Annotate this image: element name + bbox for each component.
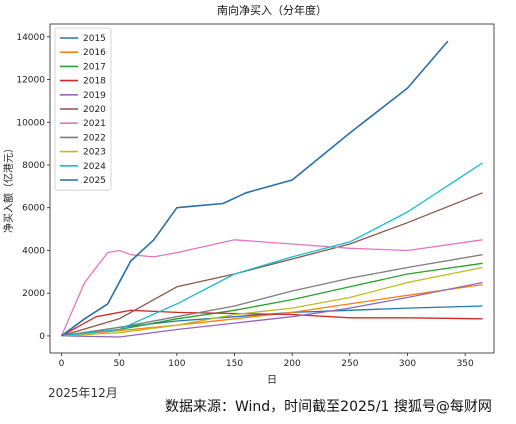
series-line-2023 xyxy=(61,266,483,337)
legend-label: 2015 xyxy=(83,34,106,44)
x-axis-label: 日 xyxy=(267,375,277,386)
data-source-text: 数据来源：Wind，时间截至2025/1 xyxy=(165,399,390,415)
series-line-2016 xyxy=(61,283,483,337)
y-tick-label: 10000 xyxy=(16,118,45,128)
legend-label: 2022 xyxy=(83,133,106,143)
cut-date-text: 2025年12月 xyxy=(48,386,118,400)
watermark-text: 搜狐号@每财网 xyxy=(393,399,492,415)
y-tick-label: 8000 xyxy=(22,161,45,171)
legend-label: 2019 xyxy=(83,91,106,101)
y-tick-label: 2000 xyxy=(22,289,45,299)
legend-label: 2021 xyxy=(83,119,106,129)
series-line-2018 xyxy=(61,309,483,337)
x-axis: 0 50 100 150 200 250 300 350 xyxy=(59,353,474,369)
legend-label: 2016 xyxy=(83,48,106,58)
series-line-2019 xyxy=(61,281,483,338)
series-layer xyxy=(60,40,483,338)
legend-label: 2025 xyxy=(83,176,106,186)
legend-label: 2017 xyxy=(83,62,106,72)
x-tick-label: 0 xyxy=(59,359,65,369)
chart-title: 南向净买入（分年度） xyxy=(217,3,327,17)
series-line-2020 xyxy=(61,192,483,337)
legend-label: 2023 xyxy=(83,148,106,158)
legend: 2015 2016 2017 2018 2019 2020 2021 2022 2023 2024… xyxy=(54,27,112,191)
source-note: 数据来源：Wind，时间截至2025/1 搜狐号@每财网 xyxy=(165,396,492,416)
x-tick-label: 100 xyxy=(168,359,185,369)
legend-box xyxy=(54,27,112,191)
y-tick-label: 0 xyxy=(39,332,45,342)
y-tick-label: 12000 xyxy=(16,76,45,86)
x-tick-label: 50 xyxy=(113,359,125,369)
y-tick-label: 4000 xyxy=(22,246,45,256)
x-tick-label: 350 xyxy=(457,359,474,369)
series-line-2025 xyxy=(61,40,449,337)
series-line-2024 xyxy=(61,162,483,337)
x-tick-label: 200 xyxy=(284,359,301,369)
x-tick-label: 300 xyxy=(399,359,416,369)
legend-label: 2024 xyxy=(83,162,106,172)
y-tick-label: 14000 xyxy=(16,33,45,43)
y-axis-label: 净买入额（亿港元） xyxy=(2,143,15,233)
y-tick-label: 6000 xyxy=(22,204,45,214)
plot-area xyxy=(49,23,495,354)
series-line-2017 xyxy=(61,262,483,337)
x-tick-label: 150 xyxy=(226,359,243,369)
legend-label: 2018 xyxy=(83,77,106,87)
legend-label: 2020 xyxy=(83,105,106,115)
x-tick-label: 250 xyxy=(341,359,358,369)
y-axis: 0 2000 4000 6000 8000 10000 12000 14000 xyxy=(16,33,50,342)
series-line-2021 xyxy=(60,239,483,337)
